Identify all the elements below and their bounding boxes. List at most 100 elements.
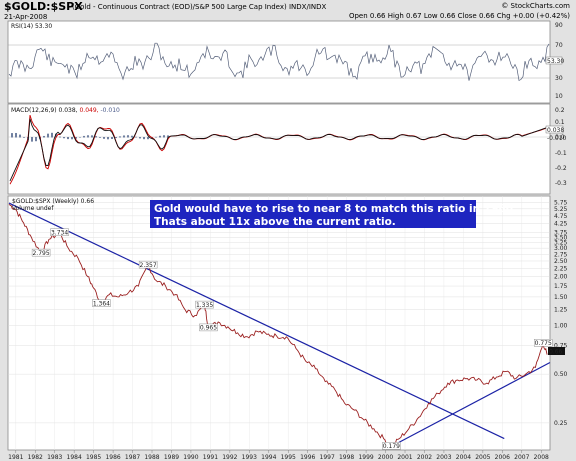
x-tick-label: 1991 [203,454,218,461]
point-label: 0.775 [535,340,552,347]
macd-hist-bar [159,135,161,138]
point-label-box [382,442,401,450]
y-tick-label: 3.75 [554,229,568,236]
macd-panel [7,103,551,195]
x-tick-label: 1989 [164,454,179,461]
macd-tick: 0.0 [555,134,565,141]
macd-hist-bar [11,133,13,138]
point-label: 0.179 [383,443,400,450]
point-label-box [31,248,51,257]
macd-hist-bar [63,137,65,139]
y-tick-label: 1.50 [554,294,568,301]
y-tick-label: 1.75 [554,283,568,290]
macd-badge: 0.038 [547,127,564,134]
point-label-box [195,300,214,309]
point-label-box [92,299,111,307]
price-axis: 5.755.254.754.253.753.503.253.002.752.50… [554,199,568,426]
y-tick-label: 0.75 [554,343,568,350]
point-label: 1.335 [196,302,213,309]
y-tick-label: 3.00 [554,245,568,252]
macd-hist-bar [43,135,45,138]
chart-description: (Gold - Continuous Contract (EOD)/S&P 50… [72,3,327,11]
macd-hist-bar [107,137,109,140]
last-value-badge-box [548,347,565,355]
last-value-badge: 0.66 [549,349,563,356]
x-tick-label: 1998 [339,454,354,461]
macd-hist-bar [99,137,101,138]
macd-hist-bar [139,137,141,139]
macd-hist-bar [147,137,149,140]
macd-hist-bar [87,135,89,138]
x-tick-label: 1981 [8,454,23,461]
price-point-labels: 3.734 2.795 2.357 1.364 1.335 0.965 0.179 0.775 [31,228,553,450]
x-tick-label: 1995 [281,454,296,461]
macd-hist-bar [135,136,137,138]
macd-tick: -0.1 [555,150,567,157]
macd-hist-bar [115,137,117,139]
annotation-box [150,200,476,228]
y-tick-label: 2.75 [554,251,568,258]
macd-line [9,118,549,182]
x-tick-label: 2003 [436,454,451,461]
rsi-tick: 10 [555,93,563,100]
y-tick-label: 3.25 [554,240,568,247]
annotation-line-1: Gold would have to rise to near 8 to mat… [154,203,517,215]
macd-hist-bar [103,137,105,139]
macd-hist-bar [31,137,33,142]
y-tick-label: 2.50 [554,258,568,265]
main-panel [7,195,551,451]
y-tick-label: 3.50 [554,234,568,241]
x-tick-label: 2008 [534,454,549,461]
x-tick-label: 1987 [125,454,140,461]
point-label-box [50,228,69,236]
macd-hist-bar [67,137,69,140]
x-tick-label: 2004 [456,454,471,461]
x-tick-label: 2006 [495,454,510,461]
x-tick-label: 1993 [242,454,257,461]
chart-symbol: $GOLD:$SPX [4,0,83,13]
x-tick-label: 2001 [397,454,412,461]
x-tick-label: 1986 [105,454,120,461]
x-tick-label: 1988 [144,454,159,461]
x-tick-label: 1983 [47,454,62,461]
macd-ticks: 0.2 0.1 0.0 -0.1 -0.2 -0.3 [555,107,567,187]
rsi-line [8,42,550,82]
y-tick-label: 5.25 [554,206,568,213]
macd-hist-bar [127,135,129,138]
trendlines [8,202,551,447]
macd-tick: 0.1 [555,119,565,126]
macd-tick: 0.2 [555,107,565,114]
trendline [391,361,551,447]
y-tick-label: 4.75 [554,213,568,220]
macd-hist-bar [35,137,37,142]
macd-hist-bar [119,136,121,138]
macd-hist-bar [111,137,113,139]
point-label-box [533,339,553,347]
macd-hist-bar [15,132,17,138]
rsi-tick: 90 [555,22,563,29]
x-tick-label: 1990 [183,454,198,461]
rsi-tick: 30 [555,75,563,82]
chart-date: 21-Apr-2008 [4,13,47,21]
macd-hist-bar [91,135,93,138]
annotation-line-2: Thats about 11x above the current ratio. [154,216,396,228]
x-tick-label: 1994 [261,454,276,461]
y-tick-label: 2.00 [554,274,568,281]
y-tick-label: 1.00 [554,322,568,329]
x-tick-label: 1982 [28,454,43,461]
point-label-box [138,260,158,269]
macd-label-hist: -0.010 [101,107,121,114]
macd-hist-bar [75,137,77,139]
macd-hist-bar [19,134,21,138]
macd-label-main: MACD(12,26,9) 0.038, [11,107,78,114]
macd-hist-bar [123,135,125,138]
x-tick-label: 2005 [475,454,490,461]
trendline [8,202,505,440]
macd-hist-bar [167,135,169,138]
macd-hist-bar [163,135,165,138]
main-label: $GOLD:$SPX (Weekly) 0.66 [12,198,94,205]
point-label: 0.965 [200,325,217,332]
macd-hist-bar [83,135,85,138]
y-tick-label: 4.25 [554,221,568,228]
